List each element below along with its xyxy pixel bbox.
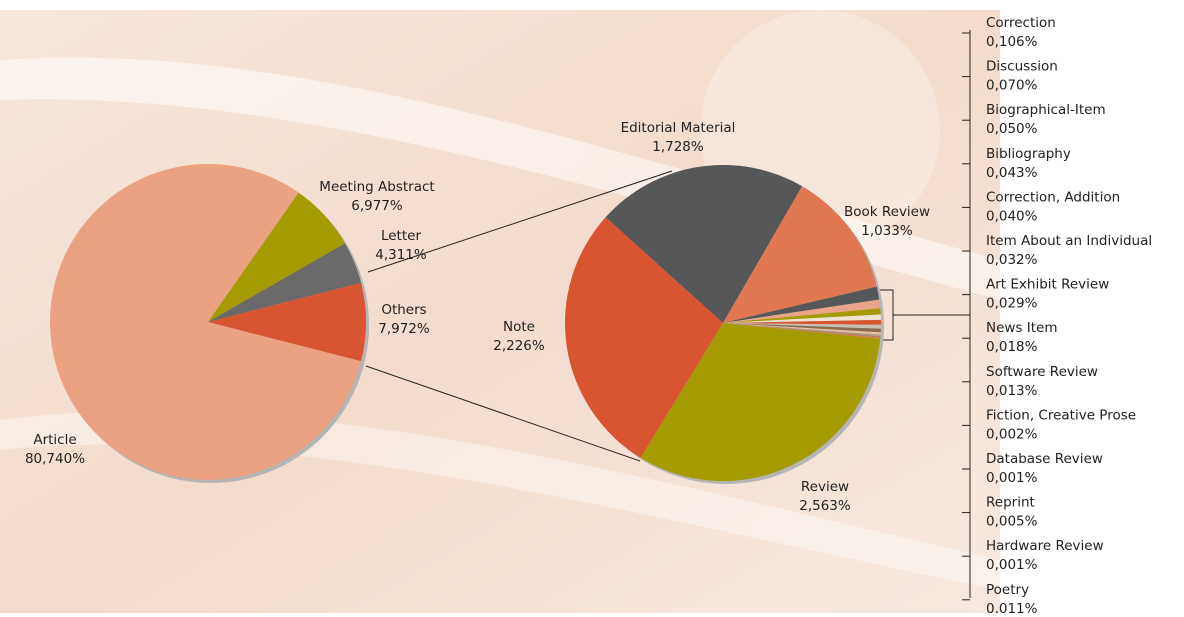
slice-value-label: 1,728% [652, 139, 704, 155]
slice-value-label: 0,050% [986, 121, 1038, 137]
slice-value-label: 0,002% [986, 426, 1038, 442]
slice-value-label: 6,977% [351, 198, 403, 214]
slice-label: Database Review [986, 451, 1103, 467]
slice-label: Review [801, 479, 849, 495]
slice-label: News Item [986, 320, 1058, 336]
slice-value-label: 0,018% [986, 339, 1038, 355]
slice-label: Correction [986, 15, 1056, 31]
slice-value-label: 0,001% [986, 470, 1038, 486]
slice-label: Hardware Review [986, 538, 1104, 554]
slice-value-label: 80,740% [25, 451, 85, 467]
slice-label: Poetry [986, 582, 1029, 598]
slice-label: Article [33, 432, 76, 448]
slice-label: Bibliography [986, 146, 1071, 162]
slice-label: Biographical-Item [986, 102, 1106, 118]
slice-value-label: 0,043% [986, 165, 1038, 181]
slice-label: Meeting Abstract [319, 179, 434, 195]
slice-value-label: 0,013% [986, 383, 1038, 399]
page: {"chart_data": [ {"type": "pie", "catego… [0, 0, 1184, 613]
slice-value-label: 2,563% [799, 498, 851, 514]
slice-value-label: 0,005% [986, 514, 1038, 530]
slice-label: Editorial Material [621, 120, 736, 136]
slice-value-label: 1,033% [861, 223, 913, 239]
slice-value-label: 0,011% [986, 601, 1038, 613]
chart: Article 80,740% Meeting Abstract 6,977% Lett… [0, 0, 1184, 613]
slice-value-label: 0,032% [986, 252, 1038, 268]
slice-label: Discussion [986, 59, 1058, 75]
slice-label: Fiction, Creative Prose [986, 407, 1136, 423]
slice-label: Software Review [986, 364, 1098, 380]
slice-value-label: 0,029% [986, 296, 1038, 312]
slice-value-label: 2,226% [493, 338, 545, 354]
slice-value-label: 0,070% [986, 78, 1038, 94]
slice-label: Art Exhibit Review [986, 277, 1109, 293]
slice-label: Correction, Addition [986, 189, 1120, 205]
slice-value-label: 0,001% [986, 557, 1038, 573]
slice-label: Others [381, 302, 426, 318]
slice-value-label: 7,972% [378, 321, 430, 337]
slice-value-label: 0,106% [986, 34, 1038, 50]
slice-label: Note [503, 319, 535, 335]
slice-value-label: 4,311% [375, 247, 427, 263]
slice-label: Letter [381, 228, 421, 244]
slice-value-label: 0,040% [986, 208, 1038, 224]
slice-label: Book Review [844, 204, 930, 220]
slice-label: Reprint [986, 495, 1035, 511]
slice-label: Item About an Individual [986, 233, 1152, 249]
